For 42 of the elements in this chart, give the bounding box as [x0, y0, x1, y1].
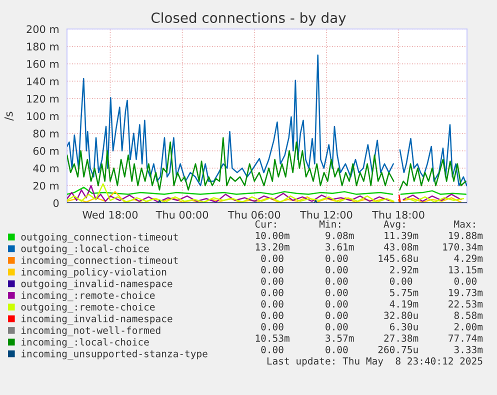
y-tick-label: 120 m	[27, 94, 58, 103]
legend-label: incoming_unsupported-stanza-type	[21, 350, 208, 360]
legend-label: outgoing_:remote-choice	[21, 303, 155, 313]
y-tick-label: 60 m	[33, 147, 58, 155]
chart-title: Closed connections - by day	[151, 12, 346, 26]
text: 0.00 0.00 6.30u 2.00m	[261, 323, 483, 330]
y-tick-label: 140 m	[27, 77, 58, 86]
text: 0.00 0.00 32.80u 8.58m	[261, 312, 483, 320]
legend-label: incoming_connection-timeout	[21, 256, 178, 266]
text: 13.20m 3.61m 43.08m 170.34m	[256, 243, 483, 251]
y-tick-label: 40 m	[33, 164, 58, 172]
legend-label: incoming_not-well-formed	[21, 326, 160, 336]
text: 10.00m 9.08m 11.39m 19.88m	[256, 232, 483, 240]
text: Last update: Thu May 8 23:40:12 2025	[267, 357, 482, 367]
y-axis-title: /s	[4, 112, 14, 121]
y-tick-label: 200 m	[26, 25, 58, 34]
y-tick-label: 180 m	[27, 42, 58, 51]
x-tick-label: Thu 18:00	[372, 210, 424, 219]
legend-label: outgoing_connection-timeout	[21, 233, 178, 243]
x-tick-label: Wed 18:00	[82, 210, 138, 219]
text: Cur: Min: Avg: Max:	[255, 220, 475, 230]
text: 0.00 0.00 4.19m 22.53m	[261, 300, 483, 308]
text: 0.00 0.00 0.00 0.00	[261, 277, 477, 285]
legend-label: incoming_:remote-choice	[21, 291, 155, 302]
legend-label: incoming_:local-choice	[21, 338, 149, 348]
text: 0.00 0.00 5.75m 19.73m	[261, 288, 483, 296]
legend-label: incoming_policy-violation	[21, 268, 166, 278]
x-tick-label: Thu 12:00	[300, 210, 352, 219]
x-tick-label: Thu 00:00	[156, 210, 208, 219]
text: 0.00 0.00 260.75u 3.33m	[261, 346, 483, 354]
y-tick-label: 20 m	[33, 182, 58, 190]
legend-label: outgoing_invalid-namespace	[21, 280, 172, 290]
y-tick-label: 80 m	[33, 130, 58, 138]
text: 0.00 0.00 2.92m 13.15m	[261, 266, 483, 274]
text: 0.00 0.00 145.68u 4.29m	[261, 254, 483, 262]
y-tick-label: 100 m	[27, 112, 58, 120]
y-tick-label: 0	[53, 199, 59, 208]
text: 10.53m 3.57m 27.38m 77.74m	[256, 334, 483, 342]
x-tick-label: Thu 06:00	[228, 210, 280, 219]
y-tick-label: 160 m	[27, 60, 58, 68]
legend-label: incoming_invalid-namespace	[21, 314, 172, 324]
legend-label: outgoing_:local-choice	[21, 244, 149, 254]
